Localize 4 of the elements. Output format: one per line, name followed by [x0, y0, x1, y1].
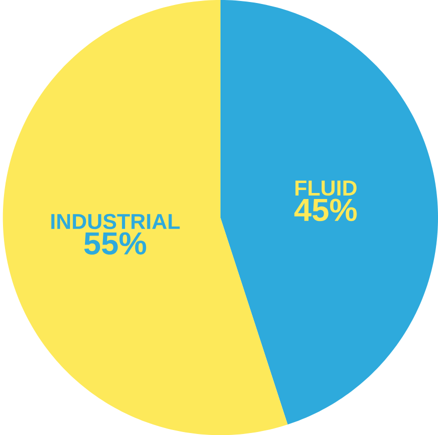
- data-label: 45%: [294, 198, 357, 222]
- slice-label: INDUSTRIAL: [51, 214, 180, 230]
- data-label: 55%: [84, 232, 146, 255]
- slice-label: FLUID: [295, 180, 357, 196]
